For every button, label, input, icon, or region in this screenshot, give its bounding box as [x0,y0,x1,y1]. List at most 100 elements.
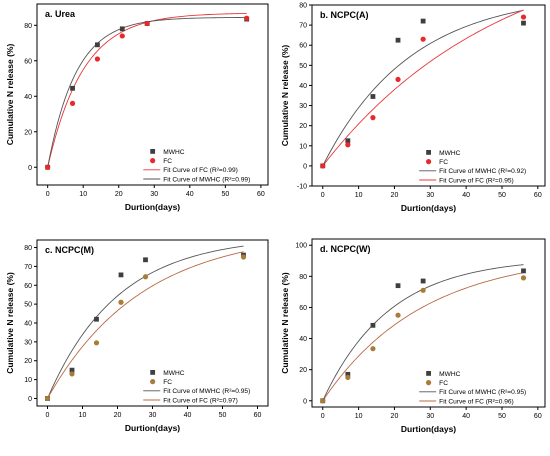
x-tick-label: 30 [426,413,434,420]
point-fc [395,312,401,318]
x-tick-label: 30 [150,191,158,198]
point-fc [345,374,351,381]
legend-label: Fit Curve of FC (R²=0.96) [439,398,514,405]
x-axis-label: Durtion(days) [125,423,180,433]
legend-marker-mwhc [426,150,431,155]
x-axis-label: Durtion(days) [125,202,180,212]
y-tick-label: 20 [299,367,307,374]
y-tick-label: 20 [24,358,32,365]
legend-marker-fc [425,380,432,386]
chart-panel-3: 0 10 20 30 40 50 60 0 10 20 30 40 50 60 70 80 Durtion(da… [5,239,269,433]
x-tick-label: 50 [219,412,227,419]
legend-label: Fit Curve of FC (R²=0.99) [163,167,238,174]
point-fc [244,15,250,21]
point-mwhc [521,268,526,274]
x-tick-label: 60 [534,413,542,420]
x-tick-label: 20 [391,413,399,420]
panel-title: d. NCPC(W) [320,244,371,254]
point-mwhc [95,42,100,48]
x-axis-label: Durtion(days) [401,424,456,434]
chart-panel-1: 0 10 20 30 40 50 60 0 20 40 60 80 Durtion(days) Cumul… [5,3,269,212]
y-tick-label: 0 [28,396,32,403]
fit-curve-2 [47,251,244,399]
legend-label: FC [163,158,172,165]
point-fc [240,254,247,260]
point-mwhc [118,272,124,278]
chart-panel-4: 0 10 20 30 40 50 60 0 20 40 60 80 100 Durtion(days) Cu… [280,238,546,434]
y-tick-label: 30 [299,103,307,110]
x-tick-label: 50 [221,191,229,198]
point-fc [94,56,101,62]
legend-label: FC [439,159,448,166]
legend-label: MWHC [163,370,184,377]
x-tick-label: 0 [321,413,325,420]
fit-curve-2 [322,272,524,402]
point-fc [118,299,124,305]
point-mwhc [395,283,401,289]
y-tick-label: 80 [24,23,32,30]
y-tick-label: 40 [299,336,307,343]
panel-title: b. NCPC(A) [320,10,369,20]
y-axis-label: Cumulative N release (%) [280,272,290,374]
point-mwhc [420,278,426,284]
legend-label: Fit Curve of MWHC (R²=0.95) [439,389,526,396]
plot-frame [311,4,546,187]
legend-label: MWHC [439,371,460,378]
point-fc [420,36,426,42]
x-tick-label: 50 [498,413,506,420]
point-fc [420,287,426,293]
point-fc [320,398,326,404]
point-mwhc [345,371,351,377]
x-tick-label: 10 [79,191,87,198]
legend-label: Fit Curve of FC (R²=0.97) [163,397,238,404]
legend-label: MWHC [439,150,460,157]
legend-label: Fit Curve of MWHC (R²=0.92) [439,168,526,175]
legend-marker-fc [150,379,156,385]
legend-label: Fit Curve of FC (R²=0.95) [439,177,514,184]
legend: MWHC FC Fit Curve of FC (R²=0.99) Fit Curve… [143,149,250,183]
y-axis-label: Cumulative N release (%) [280,45,290,147]
x-tick-label: 0 [46,412,50,419]
plot-frame [311,238,546,408]
point-fc [345,142,351,148]
legend-label: FC [163,379,172,386]
y-tick-label: 60 [24,283,32,290]
x-tick-label: 40 [462,192,470,199]
y-tick-label: 70 [24,264,32,271]
x-tick-label: 40 [186,191,194,198]
y-tick-label: 80 [24,245,32,252]
legend: MWHC FC Fit Curve of MWHC (R²=0.95) Fit Cur… [143,370,250,404]
y-tick-label: 30 [24,339,32,346]
y-tick-label: 10 [299,143,307,150]
y-tick-label: 80 [299,274,307,281]
point-fc [395,76,401,83]
plot-frame [36,3,269,186]
y-tick-label: 60 [299,305,307,312]
x-axis-label: Durtion(days) [401,203,456,213]
legend-marker-fc [425,159,432,165]
y-tick-label: 10 [24,377,32,384]
fit-curve-2 [47,17,247,168]
x-tick-label: 60 [254,412,262,419]
point-mwhc [69,367,75,373]
x-tick-label: 30 [426,192,434,199]
y-tick-label: 60 [299,43,307,50]
legend-marker-fc [150,158,156,164]
fit-curve-2 [322,9,524,167]
point-mwhc [70,85,75,91]
point-fc [520,275,527,281]
x-tick-label: 10 [355,413,363,420]
y-tick-label: 80 [299,3,307,10]
legend-label: Fit Curve of MWHC (R²=0.95) [163,388,250,395]
point-mwhc [94,316,99,322]
point-fc [370,115,376,121]
x-tick-label: 20 [114,412,122,419]
fit-curve-1 [322,9,524,167]
y-tick-label: 0 [28,165,32,172]
x-tick-label: 0 [321,192,325,199]
point-mwhc [395,37,401,43]
chart-panel-2: 0 10 20 30 40 50 60 -10 0 10 20 30 40 50 60 70 80 Durtion… [280,3,546,213]
point-mwhc [370,94,376,99]
legend: MWHC FC Fit Curve of MWHC (R²=0.92) Fit Cur… [419,150,526,184]
